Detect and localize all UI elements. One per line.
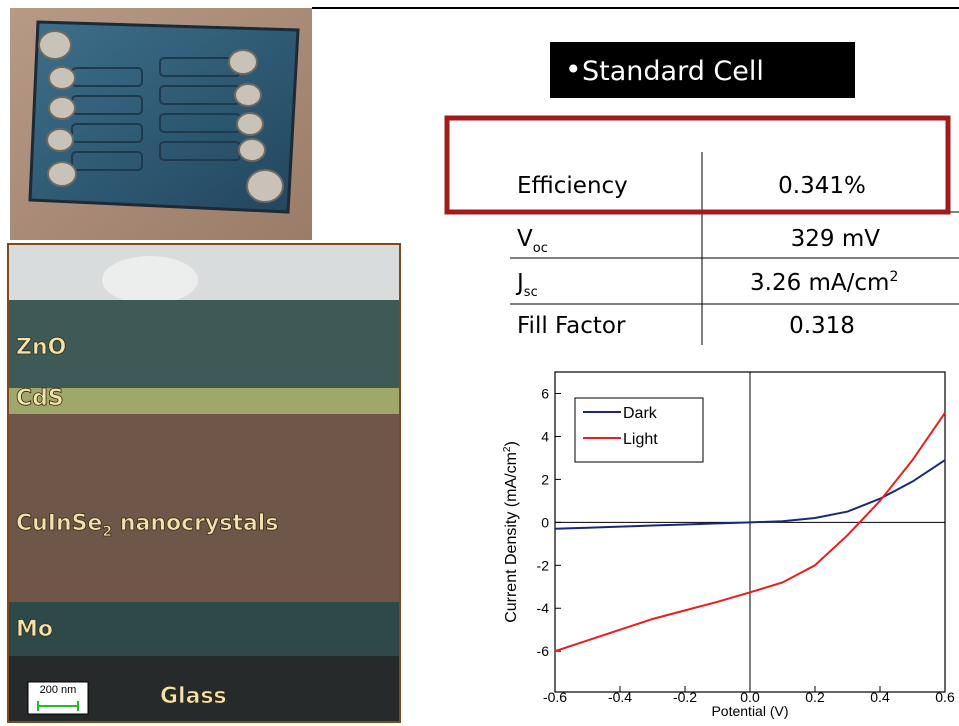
layer-cis [8, 414, 400, 602]
row-label: Voc [517, 226, 548, 256]
sem-top [8, 244, 400, 300]
y-tick-label: -2 [537, 557, 550, 573]
row-value-sup: 2 [889, 269, 898, 285]
y-tick-label: -6 [537, 643, 550, 659]
label-cis-rest: nanocrystals [112, 511, 278, 536]
label-zno: ZnO [16, 335, 66, 360]
label-cis: CuInSe2 nanocrystals [16, 511, 278, 540]
x-axis-label: Potential (V) [711, 703, 788, 719]
iv-chart: Potential (V) Current Density (mA/cm2) -… [502, 372, 955, 719]
y-tick-label: 0 [541, 514, 549, 530]
label-cds: CdS [16, 386, 64, 411]
x-tick-label: 0.2 [805, 689, 825, 705]
label-cis-main: CuInSe [16, 511, 102, 536]
row-value: 329 mV [791, 226, 881, 252]
y-tick-label: 6 [541, 385, 549, 401]
row-label-main: J [515, 270, 524, 296]
row-label-sub: oc [533, 241, 548, 256]
slide: ZnO CdS CuInSe2 nanocrystals Mo Glass 20… [0, 0, 959, 726]
label-mo: Mo [16, 617, 53, 642]
y-tick-label: -4 [537, 600, 550, 616]
row-value: 0.341% [778, 173, 866, 199]
row-label-sub: sc [524, 285, 538, 300]
row-value: 3.26 mA/cm2 [750, 269, 898, 296]
row-label-main: V [517, 226, 533, 252]
y-tick-label: 4 [541, 428, 549, 444]
device-photo [10, 8, 312, 240]
x-tick-label: -0.4 [608, 689, 632, 705]
row-label: Efficiency [517, 173, 628, 199]
title-bullet: • [565, 53, 582, 86]
layer-zno [8, 300, 400, 388]
sem-image: ZnO CdS CuInSe2 nanocrystals Mo Glass 20… [8, 244, 400, 722]
row-value-main: 3.26 mA/cm [750, 270, 889, 296]
legend-label: Dark [623, 405, 658, 422]
results-table: Efficiency 0.341% Voc 329 mV Jsc 3.26 mA… [447, 118, 959, 345]
x-tick-label: 0.6 [935, 689, 955, 705]
y-tick-label: 2 [541, 471, 549, 487]
legend-label: Light [623, 431, 658, 448]
layer-mo [8, 602, 400, 656]
row-label: Jsc [515, 270, 538, 300]
x-tick-label: -0.6 [543, 689, 567, 705]
y-axis-label-text: Current Density (mA/cm [503, 452, 520, 623]
layer-cds [8, 388, 400, 414]
x-tick-label: -0.2 [673, 689, 697, 705]
label-glass: Glass [160, 684, 227, 709]
y-axis-label-end: ) [503, 441, 520, 446]
y-axis-label: Current Density (mA/cm2) [502, 441, 520, 623]
sem-grain [102, 256, 198, 304]
scale-bar-label: 200 nm [40, 684, 77, 696]
x-tick-label: 0.4 [870, 689, 890, 705]
row-value: 0.318 [789, 313, 855, 339]
row-label: Fill Factor [517, 313, 626, 339]
label-cis-sub: 2 [102, 524, 112, 540]
title: Standard Cell [582, 56, 764, 87]
